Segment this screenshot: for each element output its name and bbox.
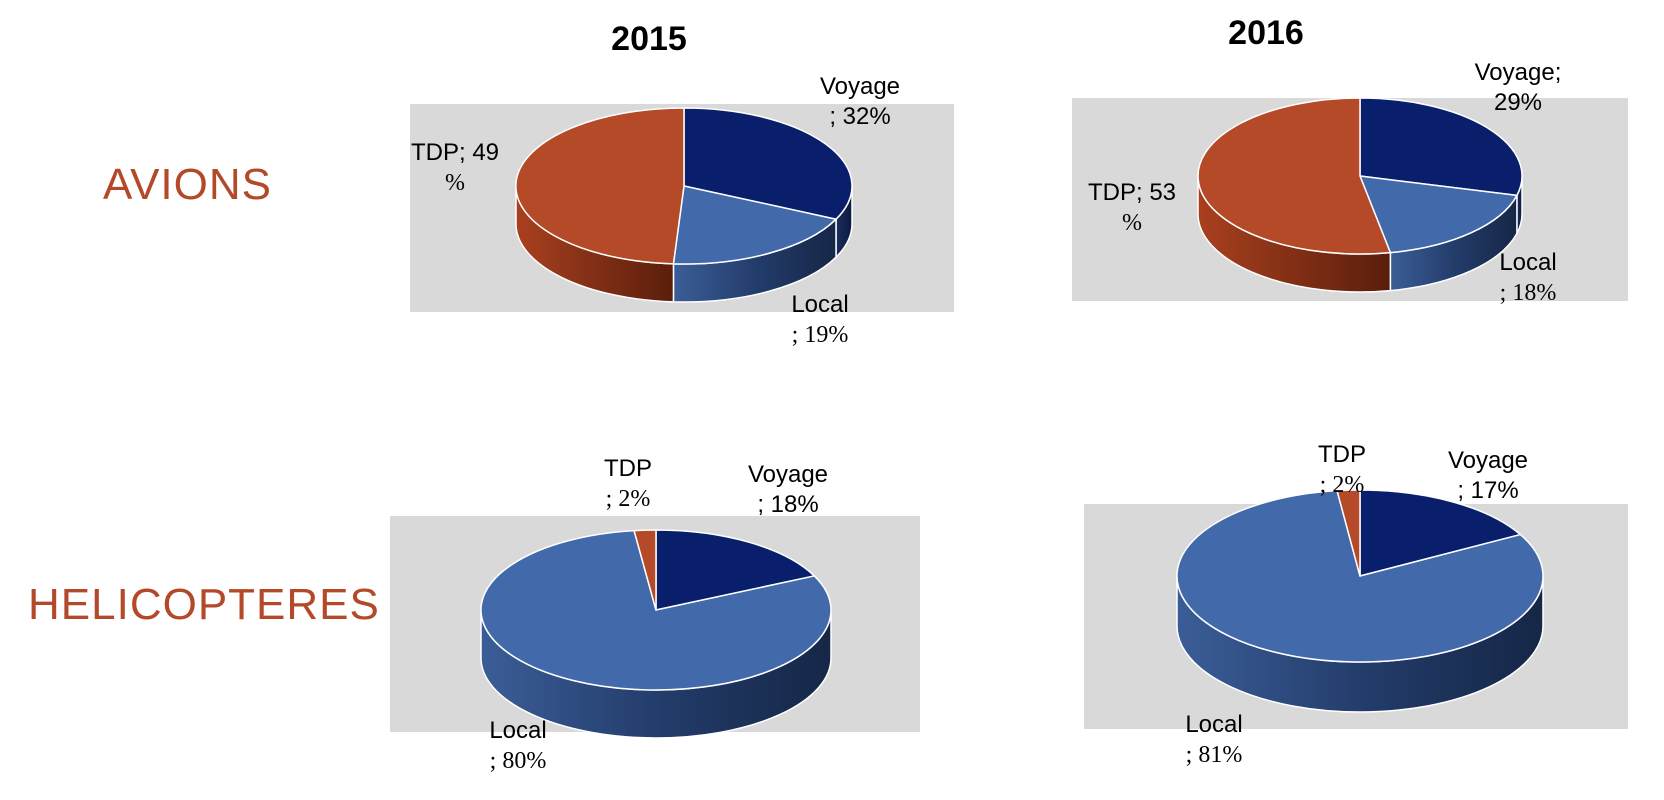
- row-label-helicopteres: HELICOPTERES: [28, 580, 380, 629]
- pie-slice-tdp: [1336, 489, 1361, 577]
- row-label-avions: AVIONS: [103, 160, 273, 209]
- pie-avions-2016: [1197, 97, 1523, 293]
- year-title-2015: 2015: [611, 20, 687, 58]
- data-label-tdp-helicopteres-2016: TDP ; 2%: [1318, 441, 1366, 498]
- data-label-tdp-avions-2015: TDP; 49 %: [410, 139, 500, 196]
- data-label-voyage-helicopteres-2015: Voyage ; 18%: [747, 461, 829, 518]
- data-label-voyage-avions-2015: Voyage ; 32%: [819, 73, 901, 130]
- pie-slice-voyage: [655, 529, 816, 611]
- pie-slice-tdp: [1197, 97, 1392, 255]
- pie-slice-voyage: [1359, 97, 1523, 197]
- data-label-local-helicopteres-2015: Local ; 80%: [489, 717, 547, 774]
- data-label-tdp-helicopteres-2015: TDP ; 2%: [604, 455, 652, 512]
- pie-slice-voyage: [1359, 489, 1522, 577]
- data-label-voyage-helicopteres-2016: Voyage ; 17%: [1447, 447, 1529, 504]
- data-label-local-helicopteres-2016: Local ; 81%: [1185, 711, 1243, 768]
- pie-slice-local: [1359, 175, 1518, 254]
- data-label-local-avions-2015: Local ; 19%: [791, 291, 849, 348]
- data-label-tdp-avions-2016: TDP; 53 %: [1087, 179, 1177, 236]
- year-title-2016: 2016: [1228, 14, 1304, 52]
- pie-slice-tdp: [633, 529, 657, 611]
- pie-slice-tdp: [515, 107, 685, 265]
- data-label-voyage-avions-2016: Voyage; 29%: [1474, 59, 1562, 116]
- pie-helicopteres-2015: [480, 529, 832, 739]
- data-label-local-avions-2016: Local ; 18%: [1499, 249, 1557, 306]
- pie-slice-local: [672, 185, 837, 265]
- pie-helicopteres-2016: [1176, 489, 1544, 713]
- pie-avions-2015: [515, 107, 853, 303]
- pie-slice-voyage: [683, 107, 853, 220]
